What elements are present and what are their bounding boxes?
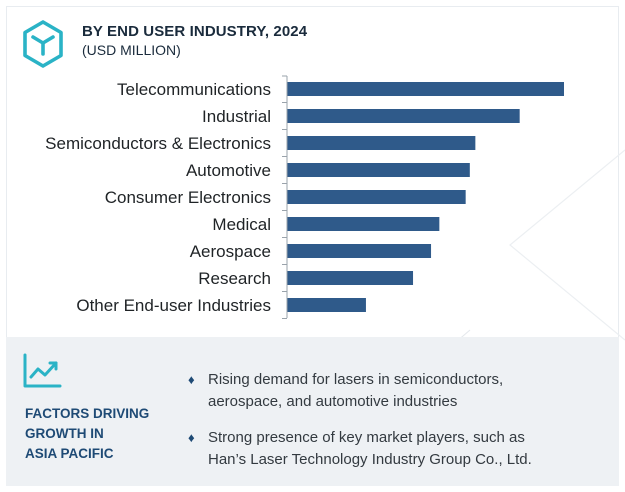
factors-title-line: FACTORS DRIVING [25, 406, 150, 421]
diamond-bullet-icon: ♦ [188, 372, 195, 387]
category-label: Consumer Electronics [105, 188, 271, 207]
trend-chart-icon [23, 353, 62, 388]
factor-bullet-text: Rising demand for lasers in semiconducto… [208, 369, 608, 413]
bar [287, 217, 440, 231]
factors-title-line: ASIA PACIFIC [25, 446, 114, 461]
category-label: Automotive [186, 161, 271, 180]
bar [287, 136, 476, 150]
category-label: Medical [212, 215, 271, 234]
factor-bullet-line: Strong presence of key market players, s… [208, 429, 525, 446]
factor-bullet-line: Han’s Laser Technology Industry Group Co… [208, 451, 532, 468]
bar [287, 163, 470, 177]
bar [287, 298, 366, 312]
bar [287, 82, 564, 96]
bar [287, 244, 432, 258]
chart-title: BY END USER INDUSTRY, 2024 [82, 23, 308, 40]
category-label: Industrial [202, 107, 271, 126]
chart-subtitle: (USD MILLION) [82, 42, 181, 58]
category-label: Telecommunications [117, 80, 271, 99]
bar [287, 190, 466, 204]
bar [287, 271, 414, 285]
category-label: Research [198, 269, 271, 288]
factors-title-line: GROWTH IN [25, 426, 104, 441]
diamond-bullet-icon: ♦ [188, 430, 195, 445]
bar-chart: Telecommunications Industrial Semiconducto… [45, 75, 564, 319]
factor-bullet-line: aerospace, and automotive industries [208, 393, 458, 410]
category-label: Aerospace [190, 242, 271, 261]
factors-panel [6, 337, 619, 486]
cube-logo-icon [23, 20, 63, 68]
factors-title: FACTORS DRIVING GROWTH IN ASIA PACIFIC [25, 404, 175, 464]
category-label: Semiconductors & Electronics [45, 134, 271, 153]
factor-bullet-text: Strong presence of key market players, s… [208, 427, 608, 471]
factor-bullet-line: Rising demand for lasers in semiconducto… [208, 371, 504, 388]
bar [287, 109, 520, 123]
category-label: Other End-user Industries [76, 296, 271, 315]
